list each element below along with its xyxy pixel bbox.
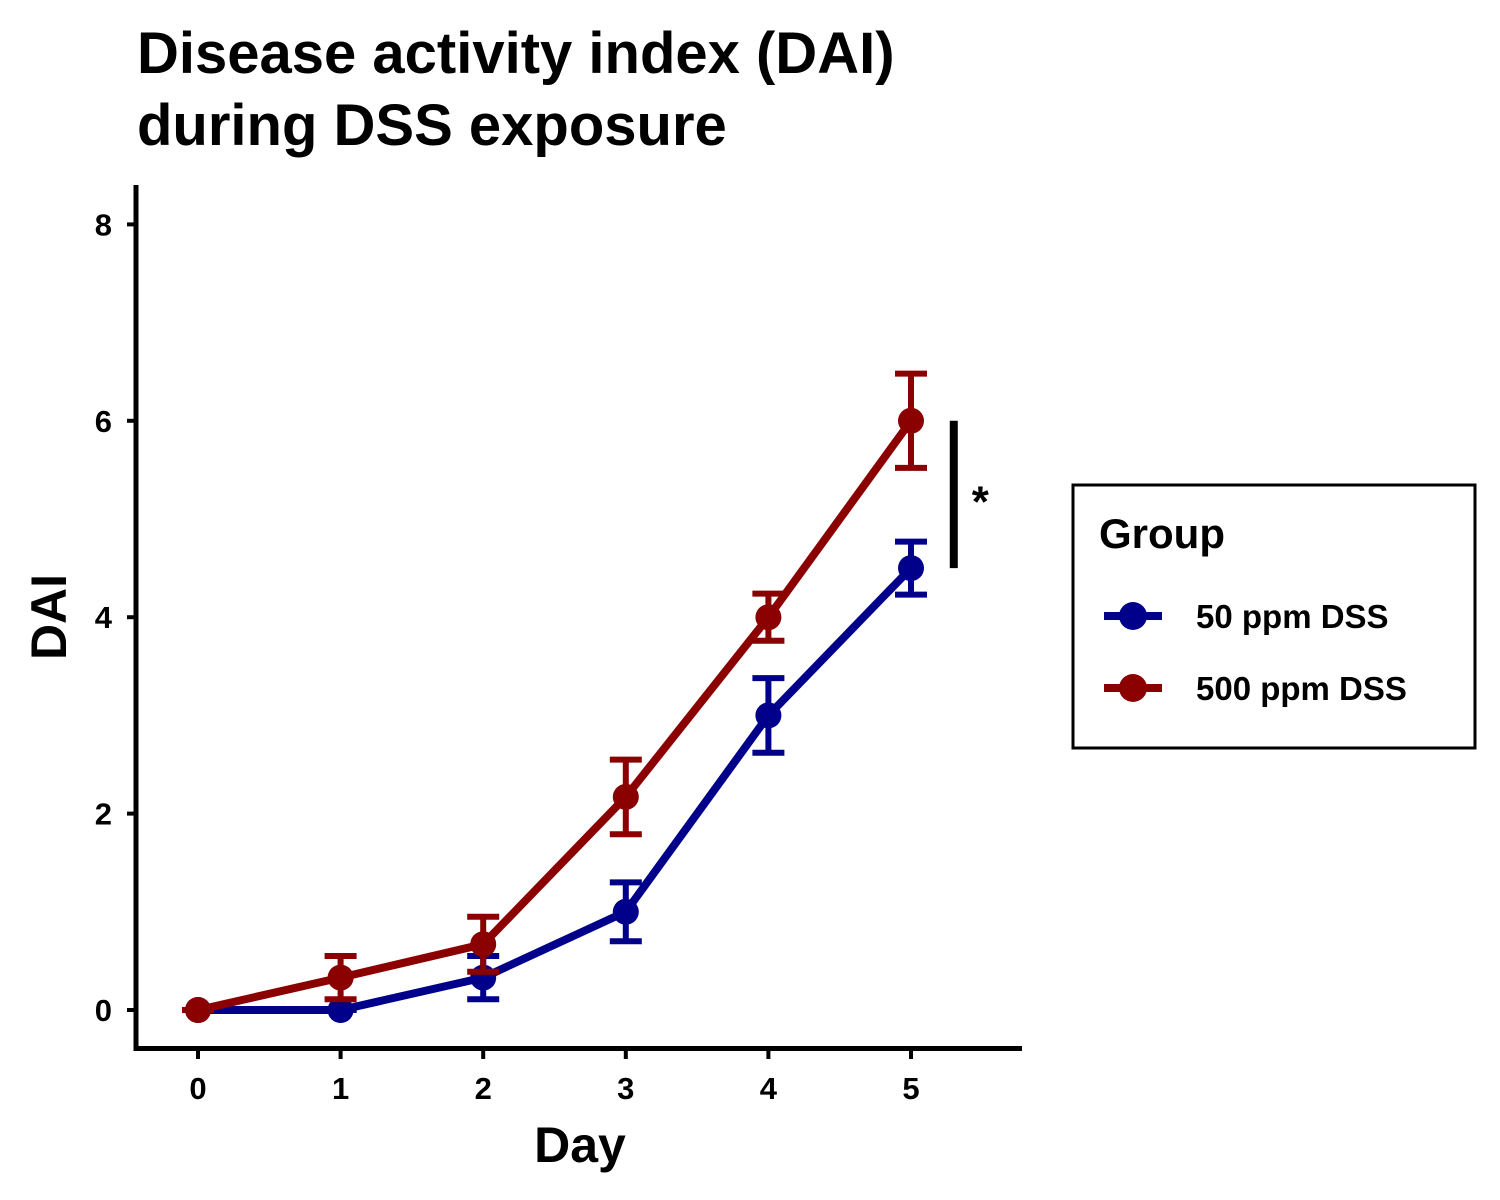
x-tick-label: 2 <box>475 1071 492 1106</box>
series-line <box>194 416 915 1014</box>
legend-label: 500 ppm DSS <box>1196 670 1407 707</box>
data-point <box>755 702 782 729</box>
legend-swatch-point <box>1119 674 1147 702</box>
series-layer <box>182 370 927 1023</box>
x-ticks: 0 1 2 3 4 5 <box>189 1050 920 1106</box>
y-tick-label: 6 <box>95 404 112 439</box>
legend-items: 50 ppm DSS 500 ppm DSS <box>1104 598 1407 707</box>
x-tick-label: 0 <box>189 1071 206 1106</box>
data-point <box>755 604 782 631</box>
axes <box>133 185 1022 1051</box>
series-2 <box>182 370 927 1023</box>
y-tick-label: 4 <box>95 600 113 635</box>
x-tick-label: 5 <box>902 1071 919 1106</box>
data-point <box>327 997 354 1023</box>
data-point <box>327 964 354 991</box>
significance-label: * <box>972 477 990 526</box>
series-line <box>194 564 915 1014</box>
data-point <box>612 898 639 925</box>
significance-annotation: * <box>949 420 990 569</box>
legend-item: 500 ppm DSS <box>1104 670 1407 707</box>
x-axis-title: Day <box>534 1117 626 1173</box>
y-axis-title: DAI <box>21 574 77 660</box>
data-point <box>898 407 924 434</box>
data-point <box>612 783 639 810</box>
y-tick-label: 8 <box>95 207 112 242</box>
y-tick-label: 0 <box>95 993 112 1028</box>
legend: Group 50 ppm DSS 500 ppm DSS <box>1071 483 1477 750</box>
x-tick-label: 3 <box>617 1071 634 1106</box>
y-ticks: 0 2 4 6 8 <box>95 207 136 1028</box>
chart-title-line-1: Disease activity index (DAI) <box>137 21 895 86</box>
legend-title: Group <box>1099 510 1225 557</box>
series-1 <box>182 538 927 1023</box>
chart-title-line-2: during DSS exposure <box>137 93 727 158</box>
data-point <box>185 997 211 1023</box>
data-point <box>470 931 497 958</box>
x-tick-label: 1 <box>332 1071 349 1106</box>
y-tick-label: 2 <box>95 797 112 832</box>
x-tick-label: 4 <box>760 1071 778 1106</box>
legend-swatch-point <box>1119 602 1147 630</box>
legend-label: 50 ppm DSS <box>1196 598 1389 635</box>
legend-item: 50 ppm DSS <box>1104 598 1389 635</box>
chart-title: Disease activity index (DAI) during DSS … <box>137 21 895 158</box>
data-point <box>898 555 924 582</box>
